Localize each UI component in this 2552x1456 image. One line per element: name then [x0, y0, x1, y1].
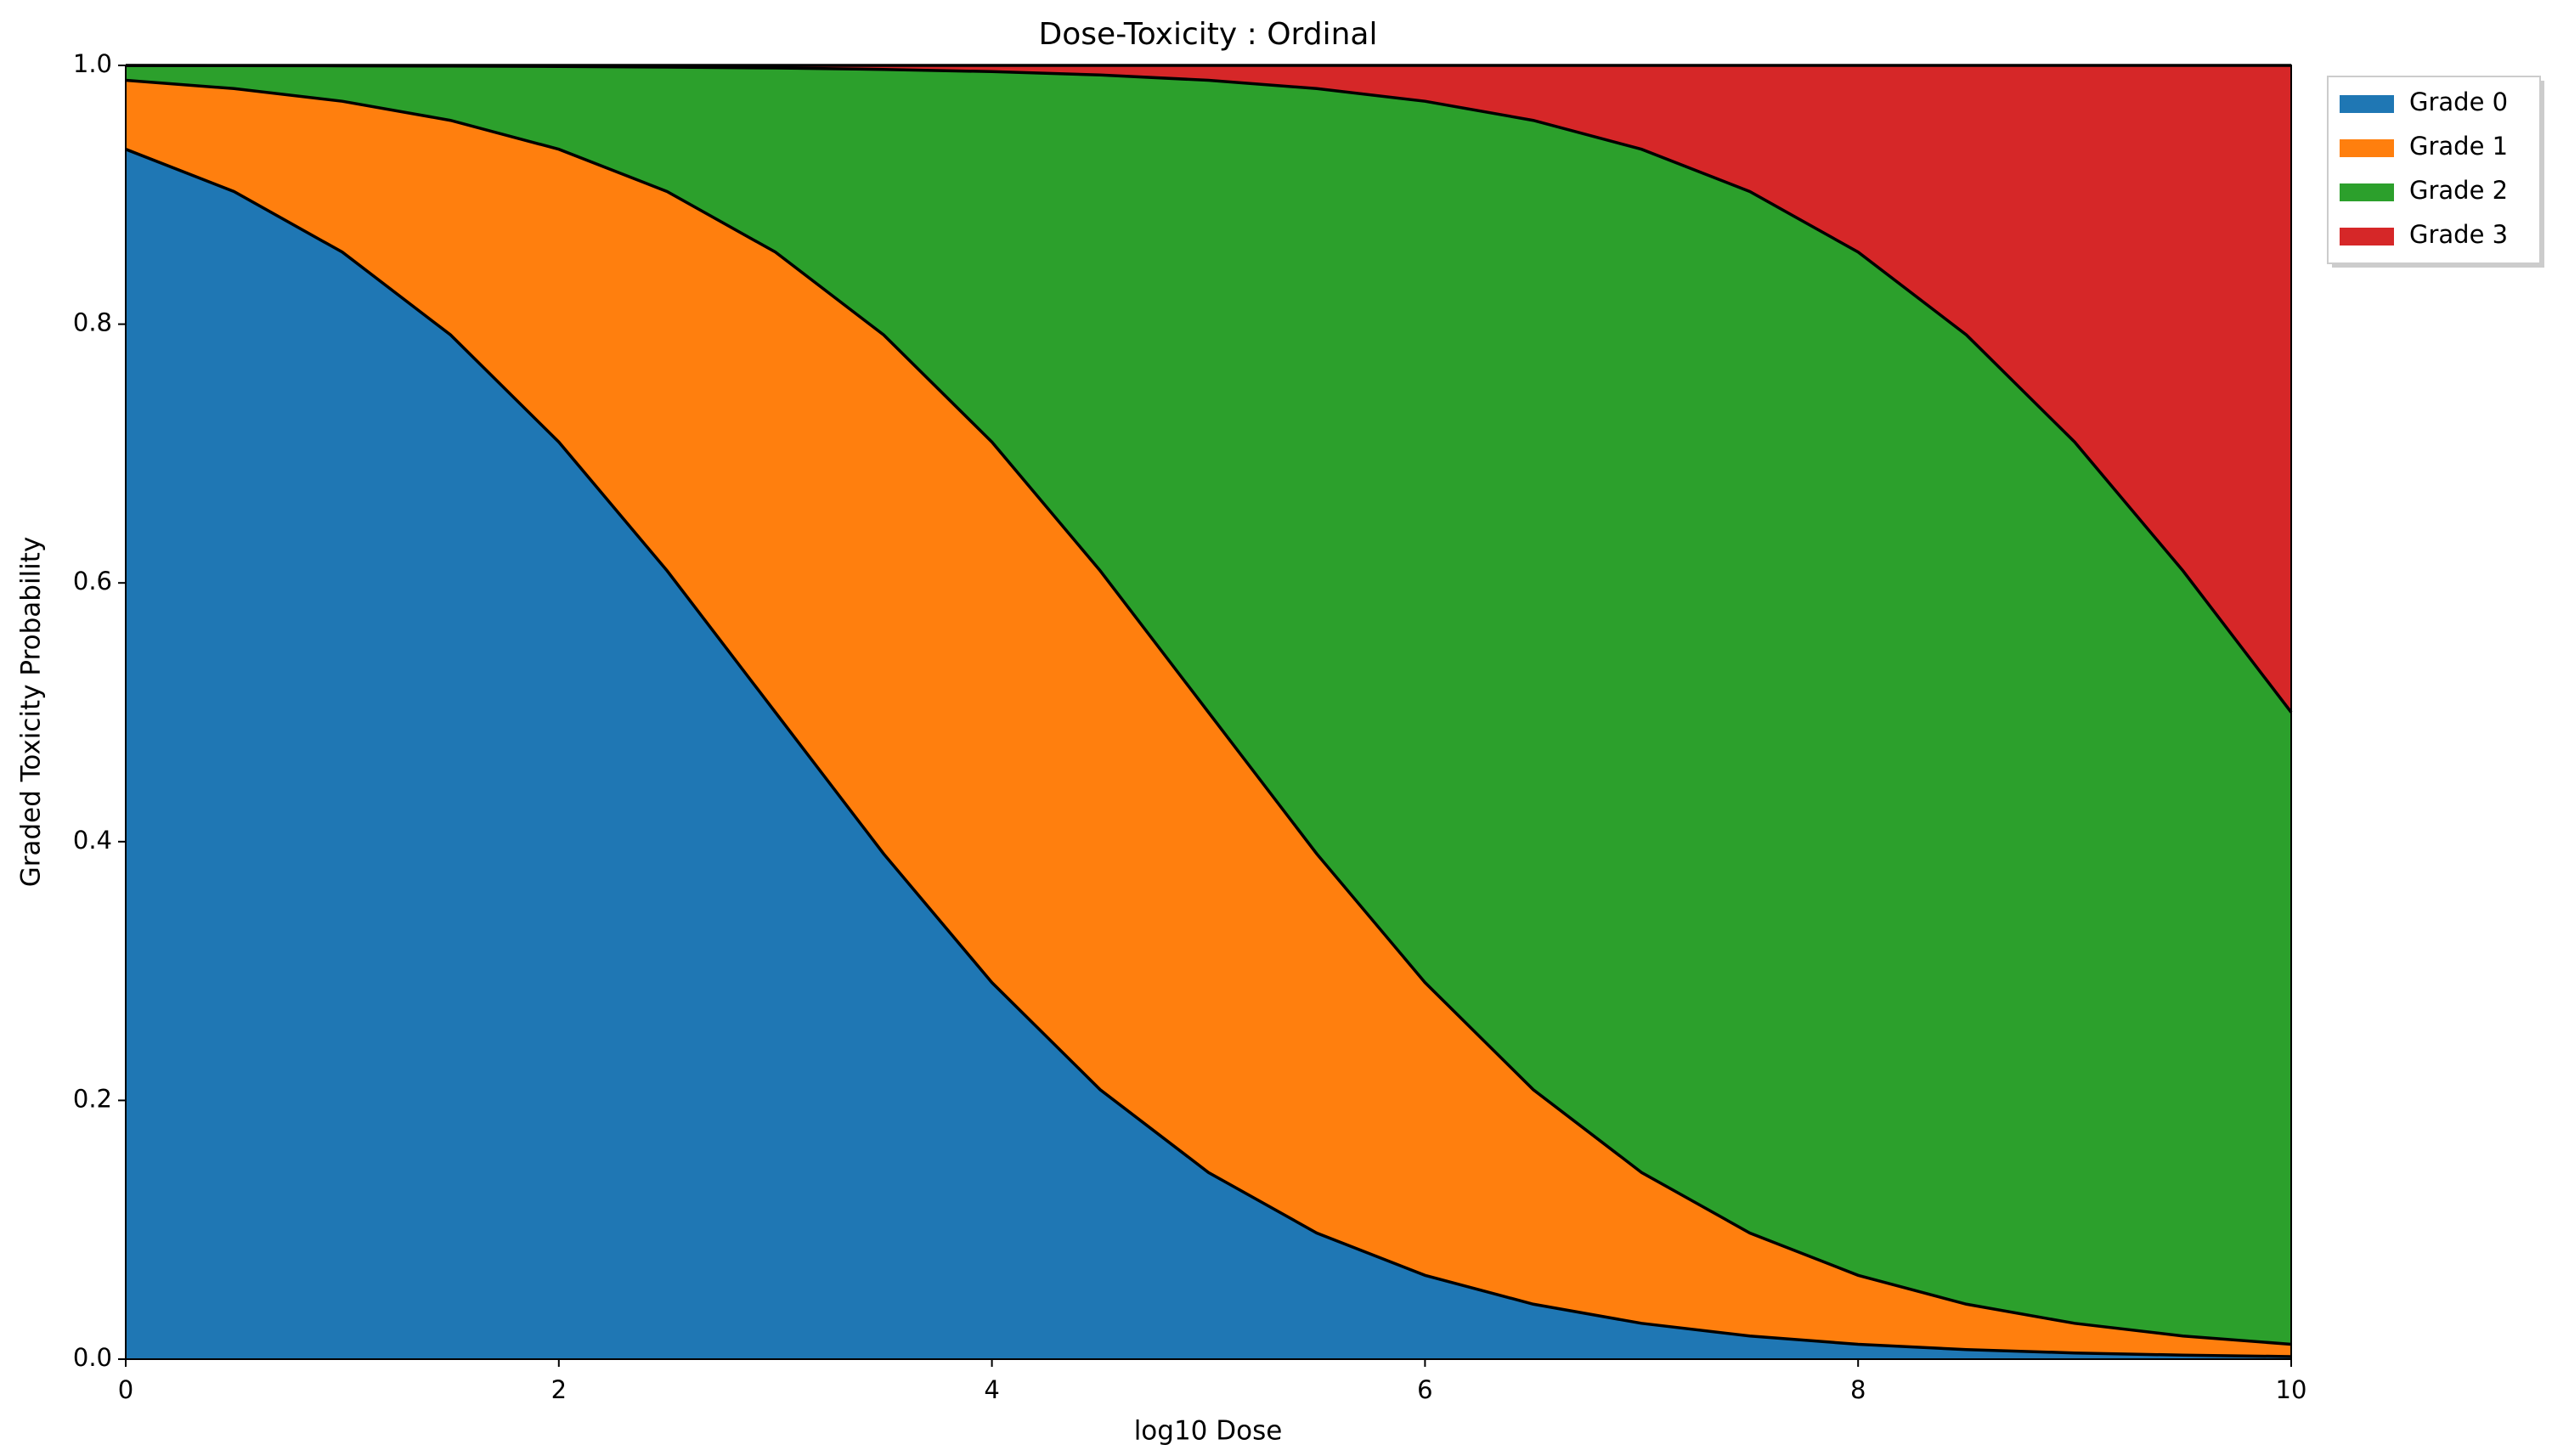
x-axis-label: log10 Dose — [1134, 1416, 1283, 1447]
chart-title: Dose-Toxicity : Ordinal — [1039, 17, 1378, 52]
y-axis-label: Graded Toxicity Probability — [16, 537, 47, 888]
y-tick-label: 0.4 — [73, 826, 112, 855]
y-tick-label: 0.6 — [73, 567, 112, 595]
y-tick-label: 0.0 — [73, 1343, 112, 1372]
legend-label: Grade 0 — [2409, 87, 2508, 116]
area — [126, 65, 2291, 1345]
x-tick-label: 2 — [551, 1375, 567, 1404]
x-tick-label: 0 — [118, 1375, 133, 1404]
boundary-line — [125, 78, 2292, 1346]
x-tick-label: 4 — [984, 1375, 999, 1404]
area — [126, 80, 2291, 1357]
x-tick-label: 6 — [1417, 1375, 1432, 1404]
y-tick-label: 0.8 — [73, 308, 112, 337]
boundary-line — [125, 148, 2292, 1358]
legend-swatch — [2340, 95, 2394, 113]
legend-label: Grade 1 — [2409, 132, 2508, 161]
legend-swatch — [2340, 183, 2394, 201]
y-tick-label: 1.0 — [73, 49, 112, 78]
area — [126, 149, 2291, 1359]
legend-swatch — [2340, 139, 2394, 157]
x-tick-label: 8 — [1850, 1375, 1866, 1404]
legend-label: Grade 2 — [2409, 176, 2508, 205]
plot-frame — [125, 65, 2292, 1360]
y-tick-label: 0.2 — [73, 1084, 112, 1113]
x-tick-label: 10 — [2276, 1375, 2307, 1404]
legend: Grade 0 Grade 1 Grade 2 Grade 3 — [2327, 76, 2544, 268]
legend-swatch — [2340, 228, 2394, 245]
legend-label: Grade 3 — [2409, 220, 2508, 249]
area — [126, 65, 2291, 713]
